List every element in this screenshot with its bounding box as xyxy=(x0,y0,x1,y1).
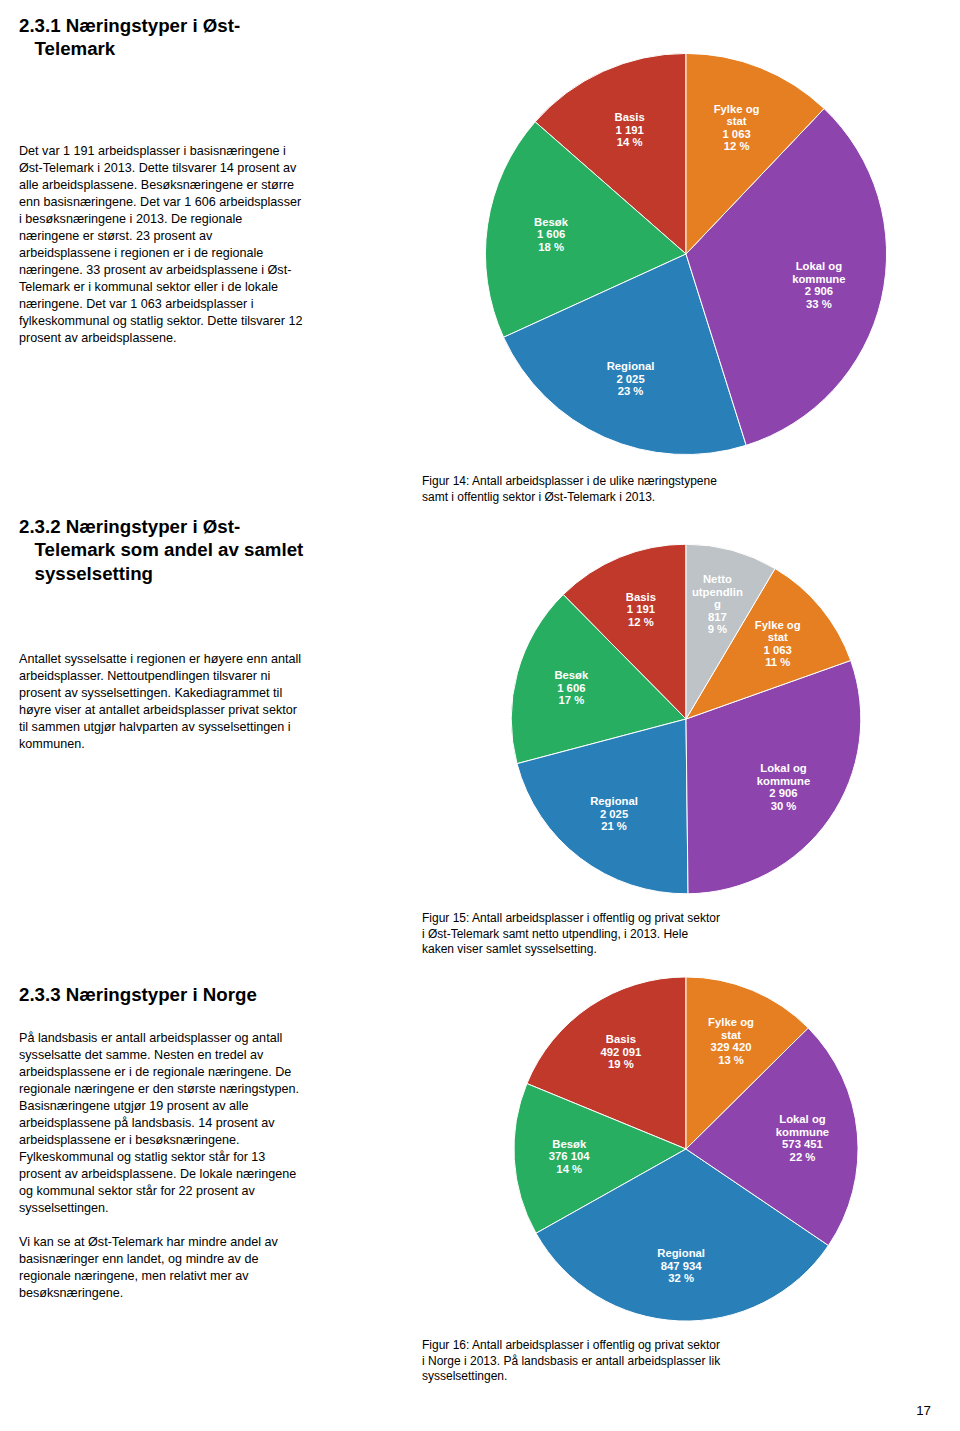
html-text:Det var 1 191 arbeidsplasser i: Det var 1 191 arbeidsplasser i basisnæri… xyxy=(19,144,303,345)
svg-text:Regional2 02521 %: Regional2 02521 % xyxy=(590,795,638,832)
svg-text:Basis1 19114 %: Basis1 19114 % xyxy=(615,111,645,148)
svg-text:Besøk1 60617 %: Besøk1 60617 % xyxy=(554,669,589,706)
svg-text:Basis492 09119 %: Basis492 09119 % xyxy=(600,1033,641,1070)
svg-text:Regional2 02523 %: Regional2 02523 % xyxy=(607,360,655,397)
svg-text:Fylke ogstat1 06312 %: Fylke ogstat1 06312 % xyxy=(714,103,760,152)
svg-text:Lokal ogkommune2 90630 %: Lokal ogkommune2 90630 % xyxy=(757,762,810,812)
svg-text:Regional847 93432 %: Regional847 93432 % xyxy=(657,1247,705,1284)
html-text:Figur 16: Antall arbeidsplasse: Figur 16: Antall arbeidsplasser i offent… xyxy=(422,1338,721,1384)
html-text:17: 17 xyxy=(916,1403,931,1418)
svg-text:Besøk1 60618 %: Besøk1 60618 % xyxy=(534,216,569,253)
html-text:Antallet sysselsatte i regione: Antallet sysselsatte i regionen er høyer… xyxy=(19,652,302,751)
svg-text:Fylke ogstat1 06311 %: Fylke ogstat1 06311 % xyxy=(755,619,801,669)
html-text:2.3.3 Næringstyper i Norge: 2.3.3 Næringstyper i Norge xyxy=(19,984,257,1005)
html-text:Figur 14: Antall arbeidsplasse: Figur 14: Antall arbeidsplasser i de uli… xyxy=(422,474,717,504)
svg-text:Lokal ogkommune2 90633 %: Lokal ogkommune2 90633 % xyxy=(792,260,845,310)
svg-text:Basis1 19112 %: Basis1 19112 % xyxy=(626,591,656,628)
html-text:2.3.2 Næringstyper i Øst- Tele: 2.3.2 Næringstyper i Øst- Telemark som a… xyxy=(19,516,304,584)
svg-text:Fylke ogstat329 42013 %: Fylke ogstat329 42013 % xyxy=(708,1016,754,1066)
html-text:2.3.1 Næringstyper i Øst- Tele: 2.3.1 Næringstyper i Øst- Telemark xyxy=(19,15,241,60)
svg-text:Nettoutpendling8179 %: Nettoutpendling8179 % xyxy=(692,573,743,635)
svg-text:Lokal ogkommune573 45122 %: Lokal ogkommune573 45122 % xyxy=(776,1113,829,1163)
html-text:Figur 15: Antall arbeidsplasse: Figur 15: Antall arbeidsplasser i offent… xyxy=(422,911,720,957)
svg-text:Besøk376 10414 %: Besøk376 10414 % xyxy=(549,1138,591,1175)
html-text:På landsbasis er antall arbeid: På landsbasis er antall arbeidsplasser o… xyxy=(19,1031,299,1300)
